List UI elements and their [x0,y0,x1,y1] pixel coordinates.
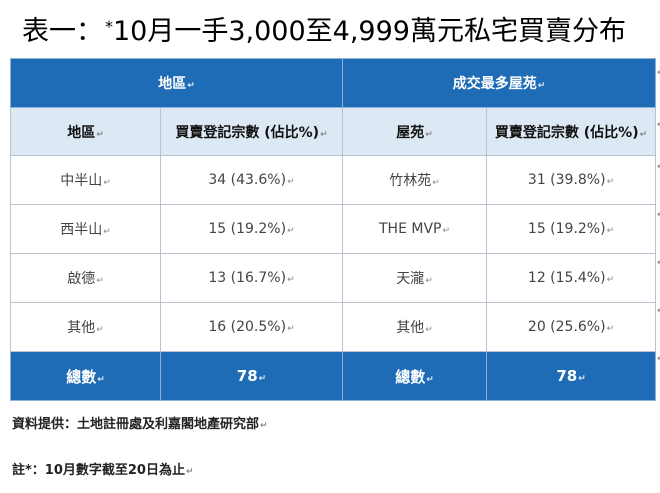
title-asterisk: * [105,17,113,36]
row-end-mark: ↵ [657,258,660,268]
total-value-estate: 78↵ [486,351,657,401]
cell-estate: 其他↵ [342,302,488,352]
column-header-district: 地區↵ [10,107,161,156]
cell-estate: 竹林苑↵ [342,155,488,205]
cell-district-count: 16 (20.5%)↵ [159,302,344,352]
total-row: 總數↵ 78↵ 總數↵ 78↵ [10,351,657,401]
total-label-estate: 總數↵ [342,351,488,401]
row-end-mark: ↵ [657,306,660,316]
cell-estate-count: 15 (19.2%)↵ [486,204,657,254]
cell-estate-count: 12 (15.4%)↵ [486,253,657,303]
cell-district: 其他↵ [10,302,161,352]
column-header-district-count: 買賣登記宗數 (佔比%)↵ [159,107,344,156]
table-row: 西半山↵ 15 (19.2%)↵ THE MVP↵ 15 (19.2%)↵ [10,204,657,254]
cell-district-count: 15 (19.2%)↵ [159,204,344,254]
cell-estate: THE MVP↵ [342,204,488,254]
group-header-district: 地區↵ [9,58,344,108]
table-row: 中半山↵ 34 (43.6%)↵ 竹林苑↵ 31 (39.8%)↵ [10,155,657,205]
column-header-estate: 屋苑↵ [342,107,488,156]
footnote: 註*：10月數字截至20日為止↵ [12,463,194,478]
group-header-row: 地區↵ 成交最多屋苑↵ [9,58,657,108]
cell-estate-count: 31 (39.8%)↵ [486,155,657,205]
cell-district-count: 34 (43.6%)↵ [159,155,344,205]
page-title: 表一： *10月一手3,000至4,999萬元私宅買賣分布 [22,8,647,47]
column-header-row: 地區↵ 買賣登記宗數 (佔比%)↵ 屋苑↵ 買賣登記宗數 (佔比%)↵ [10,107,657,156]
title-prefix: 表一： [22,16,103,47]
cell-district: 西半山↵ [10,204,161,254]
title-text: 10月一手3,000至4,999萬元私宅買賣分布 [113,16,626,47]
row-end-mark: ↵ [657,120,660,130]
row-end-mark: ↵ [657,68,660,78]
table-row: 其他↵ 16 (20.5%)↵ 其他↵ 20 (25.6%)↵ [10,302,657,352]
cell-district: 啟德↵ [10,253,161,303]
transaction-table: 地區↵ 成交最多屋苑↵ 地區↵ 買賣登記宗數 (佔比%)↵ 屋苑↵ 買賣登記宗數… [9,58,657,401]
group-header-top-estates: 成交最多屋苑↵ [342,58,657,108]
row-end-mark: ↵ [657,354,660,364]
cell-estate: 天瀧↵ [342,253,488,303]
column-header-estate-count: 買賣登記宗數 (佔比%)↵ [486,107,657,156]
source-note: 資料提供：土地註冊處及利嘉閣地產研究部↵ [12,417,268,432]
table-row: 啟德↵ 13 (16.7%)↵ 天瀧↵ 12 (15.4%)↵ [10,253,657,303]
cell-district: 中半山↵ [10,155,161,205]
total-value-district: 78↵ [159,351,344,401]
cell-estate-count: 20 (25.6%)↵ [486,302,657,352]
cell-district-count: 13 (16.7%)↵ [159,253,344,303]
row-end-mark: ↵ [657,210,660,220]
total-label-district: 總數↵ [10,351,161,401]
row-end-mark: ↵ [657,162,660,172]
